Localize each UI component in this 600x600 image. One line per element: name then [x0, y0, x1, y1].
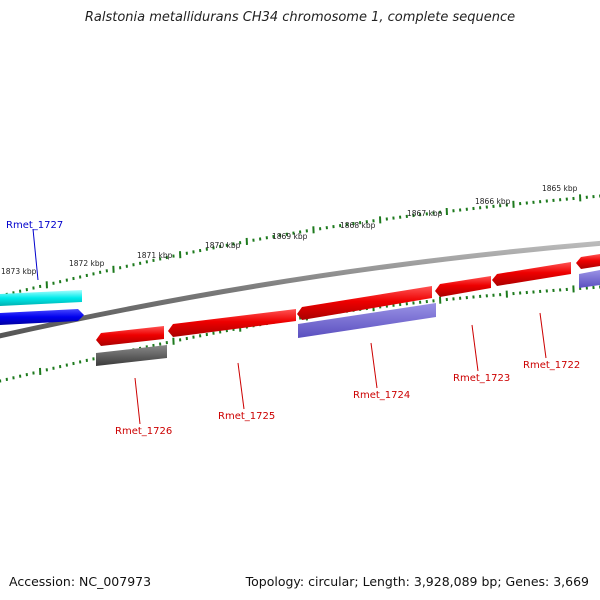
- gene-label-rmet-1725[interactable]: Rmet_1725: [218, 411, 275, 422]
- gene-feature-rmet-1727-cyan[interactable]: [0, 290, 82, 306]
- gene-label-rmet-1723[interactable]: Rmet_1723: [453, 373, 510, 384]
- tick-label: 1868 kbp: [340, 221, 376, 230]
- outer-tick-ring: [0, 194, 600, 298]
- gene-feature-rmet-1725[interactable]: [168, 309, 296, 337]
- gene-label-rmet-1722[interactable]: Rmet_1722: [523, 360, 580, 371]
- chromosome-backbone: [0, 240, 600, 339]
- gene-feature-rmet-1726[interactable]: [96, 326, 164, 346]
- gene-feature-rmet-1724[interactable]: [297, 286, 432, 320]
- gene-feature-rmet-1727-blue[interactable]: [0, 309, 84, 325]
- gene-label-rmet-1727[interactable]: Rmet_1727: [6, 220, 63, 231]
- label-connectors: [32, 228, 547, 425]
- tick-labels: 1873 kbp 1872 kbp 1871 kbp 1870 kbp 1869…: [1, 184, 578, 276]
- map-title: Ralstonia metallidurans CH34 chromosome …: [84, 10, 516, 25]
- gene-labels: Rmet_1727 Rmet_1726 Rmet_1725 Rmet_1724 …: [6, 220, 580, 437]
- gene-feature-rmet-1724-purple[interactable]: [298, 303, 436, 338]
- gene-feature-rmet-1726-gray[interactable]: [96, 345, 167, 366]
- tick-label: 1873 kbp: [1, 267, 37, 276]
- tick-label: 1865 kbp: [542, 184, 578, 193]
- tick-label: 1867 kbp: [407, 209, 443, 218]
- gene-feature-rmet-1722[interactable]: [492, 262, 571, 286]
- topology-summary: Topology: circular; Length: 3,928,089 bp…: [245, 574, 589, 589]
- gene-label-rmet-1726[interactable]: Rmet_1726: [115, 426, 172, 437]
- gene-label-rmet-1724[interactable]: Rmet_1724: [353, 390, 410, 401]
- gene-feature-rmet-1721-partial[interactable]: [576, 254, 600, 269]
- tick-label: 1870 kbp: [205, 241, 241, 250]
- tick-label: 1871 kbp: [137, 251, 173, 260]
- tick-label: 1872 kbp: [69, 259, 105, 268]
- gene-feature-rmet-1723[interactable]: [435, 276, 491, 297]
- tick-label: 1869 kbp: [272, 232, 308, 241]
- accession-text: Accession: NC_007973: [9, 574, 152, 589]
- tick-label: 1866 kbp: [475, 197, 511, 206]
- gene-feature-rmet-1722-purple[interactable]: [579, 270, 600, 288]
